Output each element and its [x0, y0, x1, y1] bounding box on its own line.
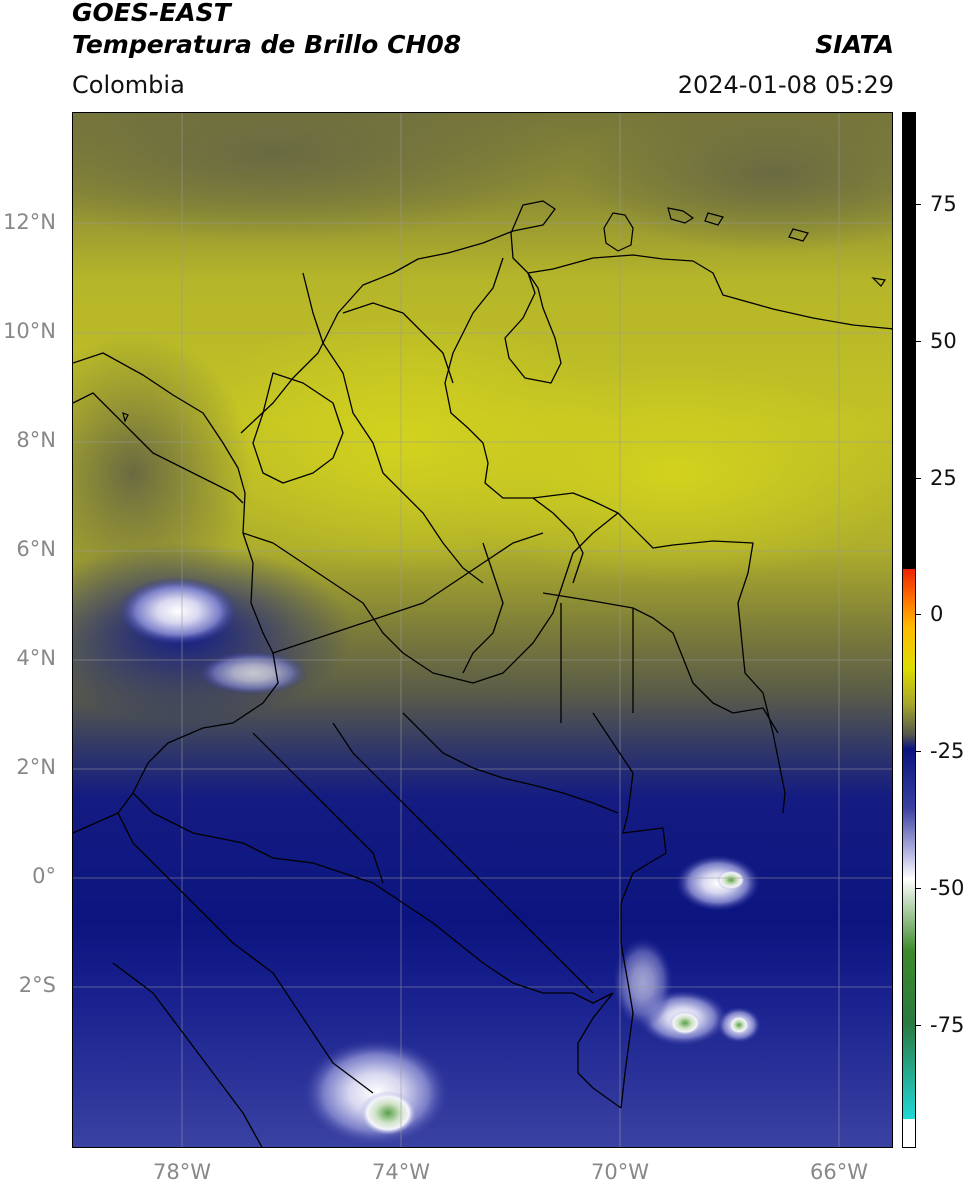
- colorbar-green-segment: [903, 879, 915, 1119]
- gray-patch-west: [73, 333, 253, 613]
- colorbar-black-segment: [903, 113, 915, 569]
- lat-label-8n: 8°N: [16, 428, 56, 452]
- lat-label-10n: 10°N: [3, 319, 56, 343]
- datetime-label: 2024-01-08 05:29: [677, 71, 894, 99]
- colorbar: [902, 112, 916, 1148]
- lat-label-0: 0°: [32, 864, 56, 888]
- cloud-pacific-tail: [198, 651, 308, 695]
- colorbar-label-neg50: -50: [930, 876, 965, 900]
- colorbar-label-50: 50: [930, 329, 957, 353]
- cloud-band-southeast: [613, 938, 673, 1028]
- lat-label-12n: 12°N: [3, 210, 56, 234]
- colorbar-tick-50: [916, 341, 921, 342]
- colorbar-warm-segment: [903, 569, 915, 749]
- cold-top-southeast: [669, 1011, 701, 1035]
- lon-label-74w: 74°W: [372, 1160, 430, 1184]
- islands: [122, 207, 887, 423]
- graticule: [73, 113, 892, 1147]
- lon-label-78w: 78°W: [153, 1160, 211, 1184]
- colorbar-tick-75: [916, 204, 921, 205]
- dry-band-northeast: [573, 113, 892, 253]
- colorbar-tick-neg50: [916, 888, 921, 889]
- colorbar-blue-segment: [903, 749, 915, 879]
- lon-label-66w: 66°W: [810, 1160, 868, 1184]
- map-canvas: [73, 113, 892, 1147]
- lat-label-2n: 2°N: [16, 755, 56, 779]
- agency-label: SIATA: [815, 30, 894, 59]
- colorbar-label-0: 0: [930, 602, 944, 626]
- colorbar-tick-25: [916, 478, 921, 479]
- yellow-core-east: [433, 363, 892, 583]
- lat-label-4n: 4°N: [16, 646, 56, 670]
- cold-top-southeast-2: [729, 1016, 749, 1034]
- lat-label-6n: 6°N: [16, 537, 56, 561]
- colorbar-label-75: 75: [930, 192, 957, 216]
- colorbar-white-segment: [903, 1119, 915, 1147]
- cold-top-east: [717, 870, 745, 890]
- colorbar-label-25: 25: [930, 466, 957, 490]
- colorbar-tick-0: [916, 614, 921, 615]
- product-title: Temperatura de Brillo CH08: [72, 30, 462, 59]
- lat-label-2s: 2°S: [18, 973, 56, 997]
- colorbar-tick-neg75: [916, 1025, 921, 1026]
- satellite-map[interactable]: [72, 112, 893, 1148]
- colorbar-label-neg75: -75: [930, 1013, 965, 1037]
- dry-band-north: [73, 113, 573, 243]
- colorbar-label-neg25: -25: [930, 739, 965, 763]
- cloud-pacific: [118, 577, 238, 645]
- cold-top-south: [360, 1091, 416, 1135]
- country-borders: [73, 200, 892, 1147]
- satellite-title: GOES-EAST: [72, 0, 231, 27]
- lon-label-70w: 70°W: [591, 1160, 649, 1184]
- region-label: Colombia: [72, 71, 185, 99]
- colorbar-tick-neg25: [916, 751, 921, 752]
